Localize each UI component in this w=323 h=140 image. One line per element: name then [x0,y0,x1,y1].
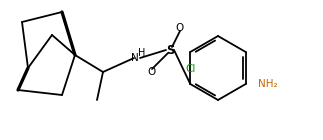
Text: O: O [148,67,156,77]
Text: Cl: Cl [185,64,195,74]
Text: S: S [166,44,174,57]
Text: O: O [176,23,184,33]
Text: NH₂: NH₂ [258,79,277,89]
Text: N: N [131,53,139,63]
Text: H: H [138,48,145,58]
